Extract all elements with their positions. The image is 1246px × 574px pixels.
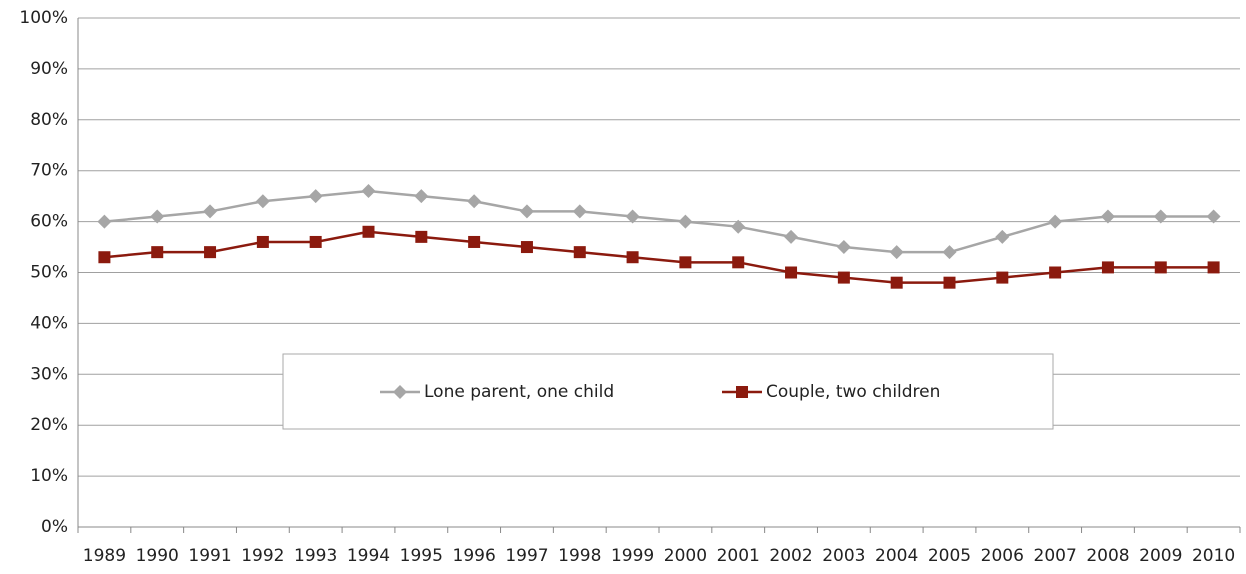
x-tick-label: 2002	[769, 546, 812, 566]
point	[468, 235, 481, 248]
point	[361, 184, 376, 199]
x-tick-label: 2010	[1192, 546, 1235, 566]
point	[151, 246, 164, 259]
point	[520, 241, 533, 254]
y-tick-label: 10%	[30, 466, 68, 486]
point	[572, 204, 587, 219]
legend-label: Lone parent, one child	[424, 382, 614, 402]
y-tick-label: 90%	[30, 59, 68, 79]
point	[1153, 209, 1168, 224]
point	[1207, 261, 1220, 274]
point	[996, 271, 1009, 284]
y-tick-label: 60%	[30, 212, 68, 232]
point	[943, 276, 956, 289]
series-line	[104, 230, 1214, 284]
point	[732, 256, 745, 269]
point	[837, 271, 850, 284]
point	[467, 194, 482, 209]
point	[890, 276, 903, 289]
x-tick-label: 2000	[664, 546, 707, 566]
point	[98, 251, 111, 264]
legend-marker	[736, 386, 748, 398]
x-tick-label: 2008	[1086, 546, 1129, 566]
point	[625, 209, 640, 224]
x-tick-label: 1995	[400, 546, 443, 566]
legend-marker	[393, 385, 407, 399]
point	[679, 256, 692, 269]
point	[1100, 209, 1115, 224]
point	[519, 204, 534, 219]
point	[784, 229, 799, 244]
y-tick-label: 40%	[30, 313, 68, 333]
x-tick-label: 1993	[294, 546, 337, 566]
x-tick-label: 1999	[611, 546, 654, 566]
x-tick-label: 1994	[347, 546, 390, 566]
point	[1101, 261, 1114, 274]
x-tick-label: 1990	[136, 546, 179, 566]
x-tick-label: 2007	[1034, 546, 1077, 566]
x-tick-label: 1996	[453, 546, 496, 566]
point	[889, 245, 904, 260]
x-tick-label: 2009	[1139, 546, 1182, 566]
point	[204, 246, 217, 259]
x-tick-label: 1991	[188, 546, 231, 566]
x-tick-label: 1997	[505, 546, 548, 566]
x-tick-label: 2005	[928, 546, 971, 566]
y-tick-label: 30%	[30, 364, 68, 384]
point	[256, 235, 269, 248]
point	[150, 209, 165, 224]
point	[309, 235, 322, 248]
y-tick-label: 50%	[30, 263, 68, 283]
point	[97, 214, 112, 229]
legend-label: Couple, two children	[766, 382, 940, 402]
series-line	[104, 189, 1214, 254]
y-tick-label: 80%	[30, 110, 68, 130]
x-tick-label: 2004	[875, 546, 918, 566]
x-tick-label: 2001	[717, 546, 760, 566]
x-tick-label: 2006	[981, 546, 1024, 566]
point	[678, 214, 693, 229]
point	[1048, 214, 1063, 229]
point	[415, 230, 428, 243]
point	[942, 245, 957, 260]
x-tick-label: 1989	[83, 546, 126, 566]
y-tick-label: 0%	[41, 517, 68, 537]
y-tick-label: 70%	[30, 161, 68, 181]
point	[308, 189, 323, 204]
point	[414, 189, 429, 204]
point	[626, 251, 639, 264]
point	[1049, 266, 1062, 279]
point	[995, 229, 1010, 244]
x-tick-label: 2003	[822, 546, 865, 566]
y-tick-label: 100%	[19, 8, 68, 28]
x-tick-label: 1992	[241, 546, 284, 566]
point	[731, 219, 746, 234]
y-tick-label: 20%	[30, 415, 68, 435]
point	[362, 225, 375, 238]
point	[573, 246, 586, 259]
x-tick-label: 1998	[558, 546, 601, 566]
point	[1154, 261, 1167, 274]
point	[836, 240, 851, 255]
point	[203, 204, 218, 219]
point	[785, 266, 798, 279]
point	[1206, 209, 1221, 224]
point	[255, 194, 270, 209]
